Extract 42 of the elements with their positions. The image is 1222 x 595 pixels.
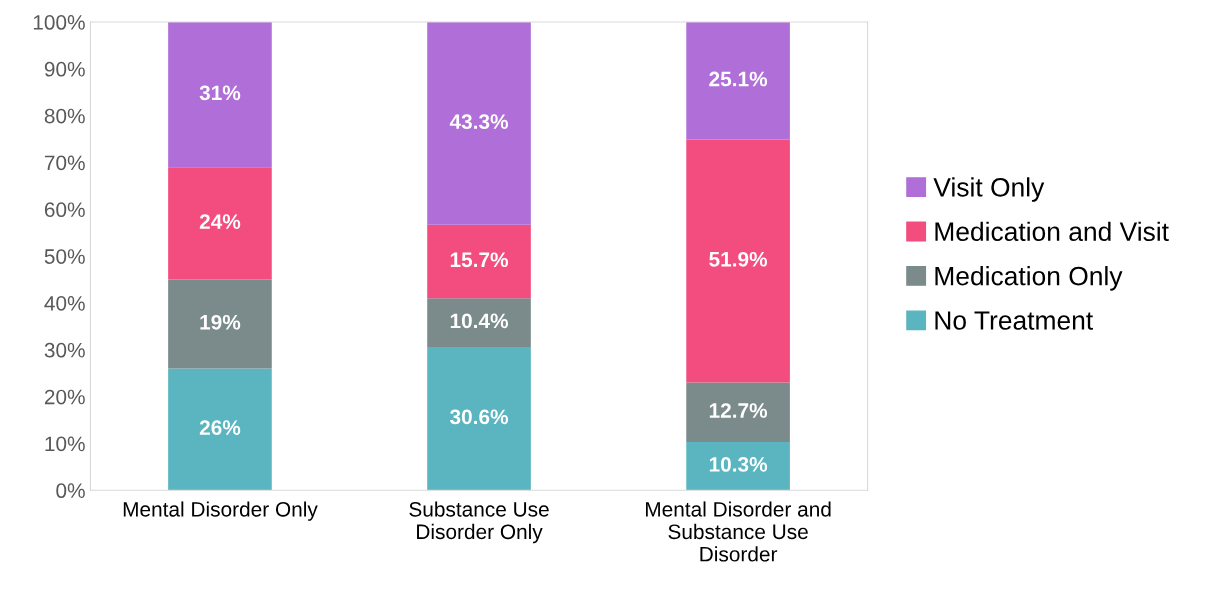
bar bbox=[427, 224, 531, 299]
data-label: 25.1% bbox=[709, 71, 768, 87]
data-label: 43.3% bbox=[449, 114, 509, 130]
y-tick-label: 10% bbox=[45, 436, 85, 452]
legend-label: No Treatment bbox=[935, 311, 1093, 330]
bar bbox=[427, 22, 531, 225]
bar bbox=[168, 279, 272, 369]
data-label: 51.9% bbox=[709, 251, 768, 267]
data-label: 10.4% bbox=[450, 313, 509, 329]
data-label: 19% bbox=[200, 314, 241, 330]
legend-label: Visit Only bbox=[933, 177, 1045, 202]
data-label: 10.3% bbox=[709, 457, 768, 472]
y-tick-label: 20% bbox=[44, 389, 85, 405]
data-label: 15.7% bbox=[450, 252, 509, 268]
y-tick-label: 50% bbox=[44, 249, 85, 264]
legend-label: Medication Only bbox=[935, 266, 1123, 291]
x-tick-label: Substance Use Disorder Only bbox=[409, 501, 549, 544]
y-tick-label: 0% bbox=[56, 483, 85, 499]
y-tick-label: 80% bbox=[44, 108, 85, 124]
data-label: 12.7% bbox=[709, 403, 768, 418]
y-tick-label: 60% bbox=[44, 202, 85, 218]
y-tick-label: 30% bbox=[44, 342, 85, 358]
bar bbox=[168, 22, 272, 168]
x-tick-label: Mental Disorder Only bbox=[123, 501, 318, 521]
data-label: 30.6% bbox=[449, 409, 509, 425]
y-tick-label: 40% bbox=[44, 295, 85, 311]
y-tick-label: 100% bbox=[33, 15, 85, 30]
y-tick-label: 90% bbox=[44, 61, 85, 77]
bar bbox=[168, 167, 272, 280]
bar bbox=[686, 382, 790, 443]
bar bbox=[168, 368, 272, 491]
legend-label: Medication and Visit bbox=[935, 221, 1169, 242]
data-label: 24% bbox=[199, 214, 241, 229]
bar bbox=[686, 22, 790, 140]
bar bbox=[686, 442, 790, 491]
y-tick-label: 70% bbox=[44, 155, 85, 171]
x-tick-label: Mental Disorder and Substance Use Disorder bbox=[646, 501, 831, 562]
bar bbox=[427, 346, 531, 491]
data-label: 31% bbox=[199, 85, 241, 101]
bar bbox=[686, 139, 790, 383]
data-label: 26% bbox=[199, 420, 241, 435]
bar bbox=[427, 298, 531, 347]
